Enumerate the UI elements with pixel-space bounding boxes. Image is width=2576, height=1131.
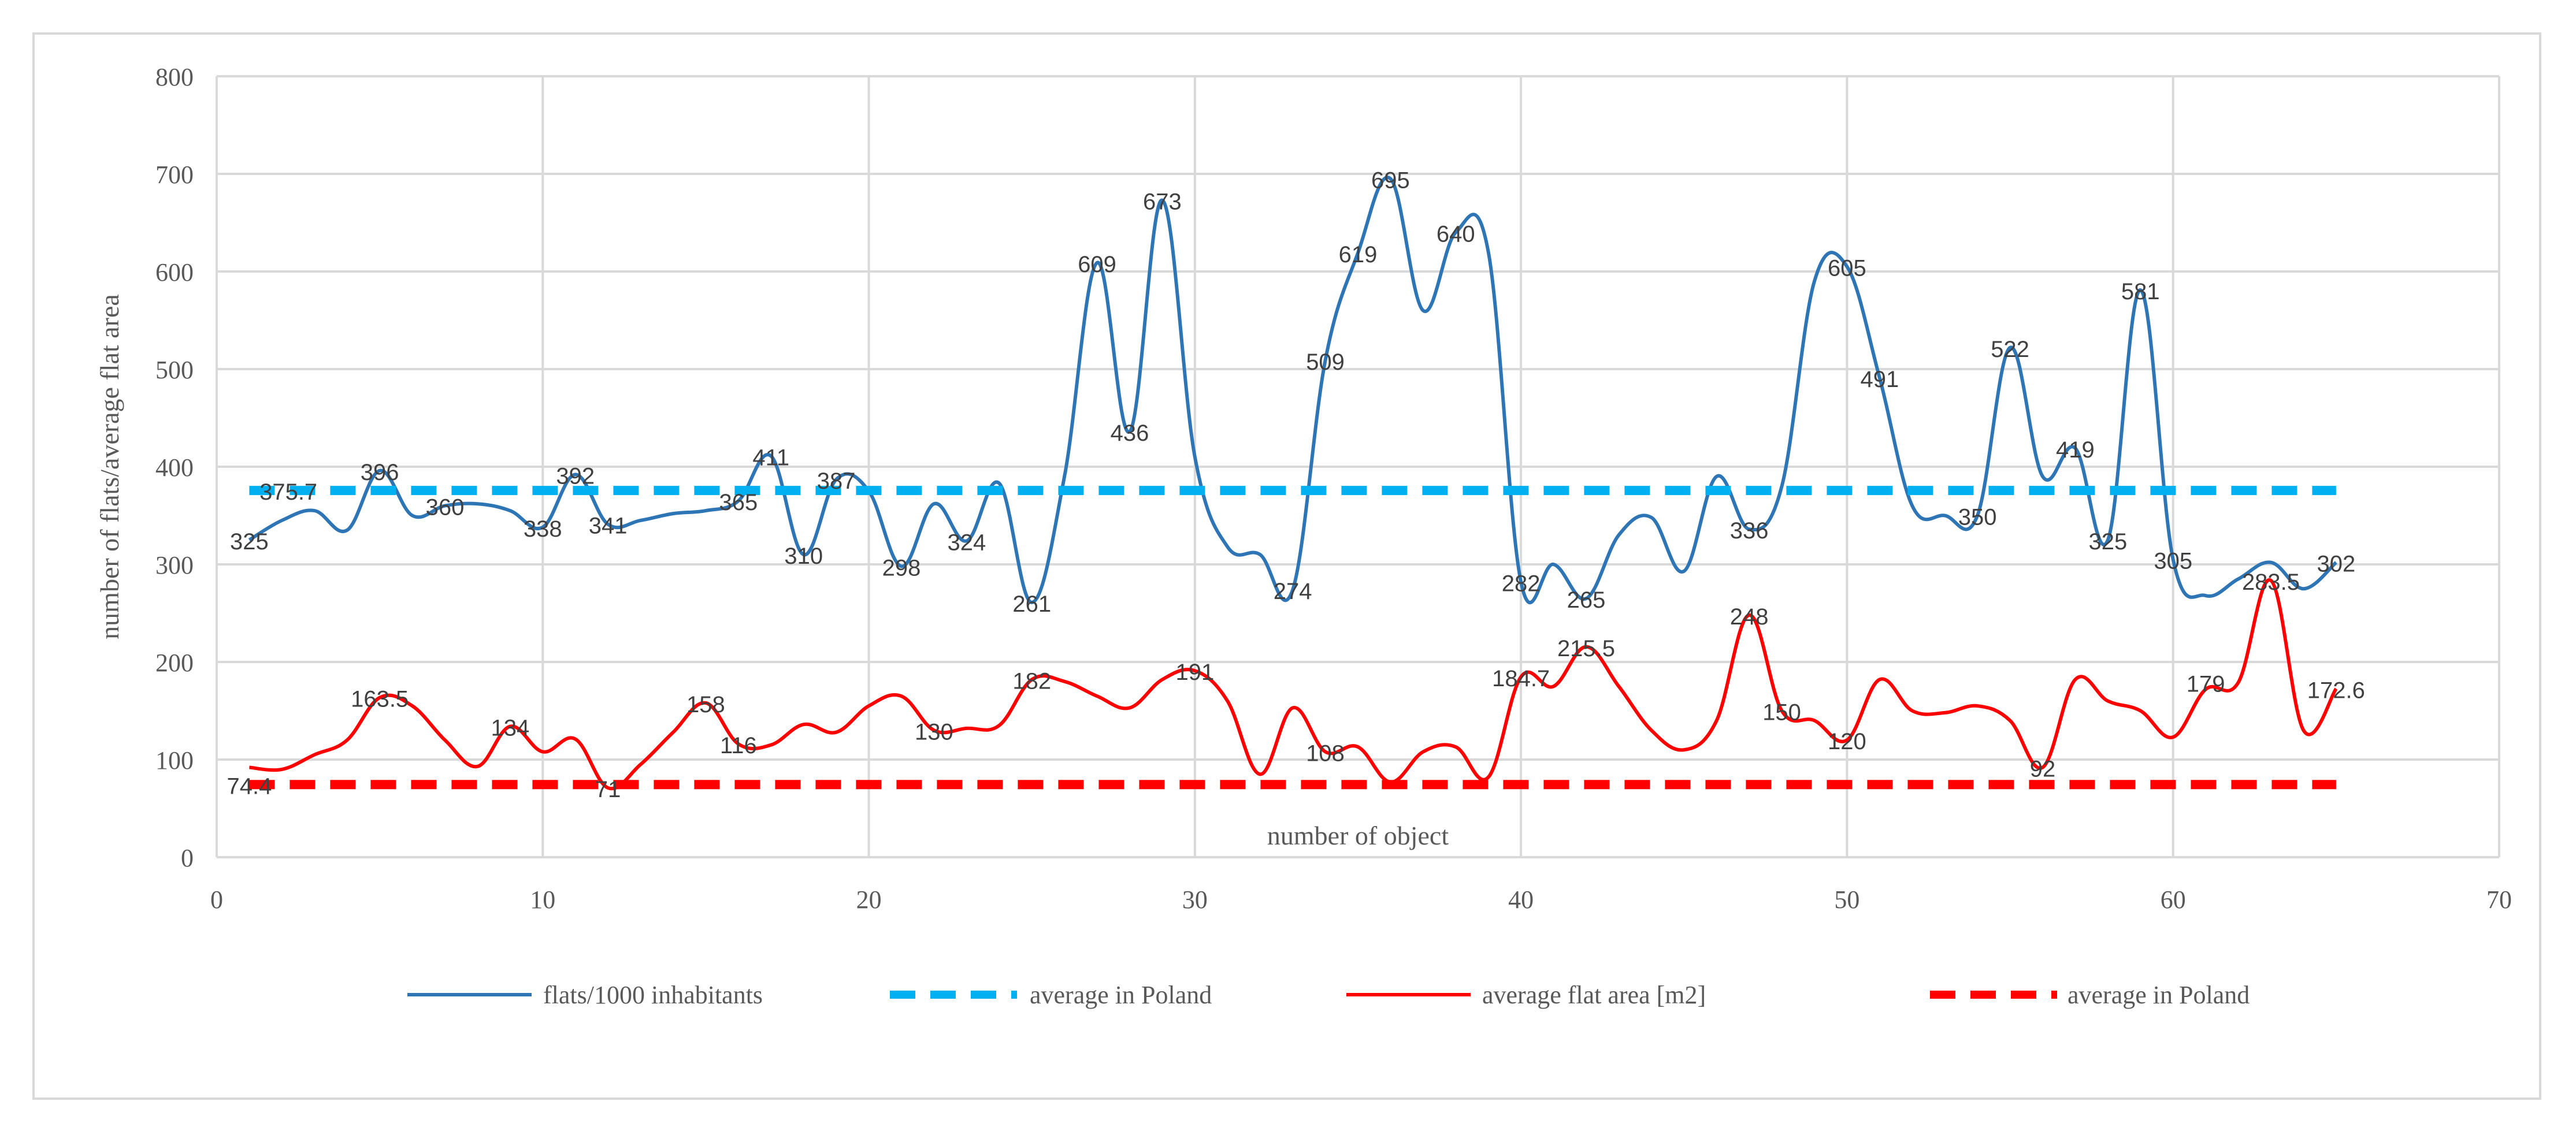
y-tick-label: 200: [155, 649, 194, 677]
data-label: 108: [1306, 741, 1345, 766]
data-label: 324: [947, 530, 986, 555]
data-label: 640: [1437, 221, 1475, 247]
data-label: 261: [1012, 591, 1051, 617]
data-label: 605: [1828, 256, 1866, 281]
data-label: 74.4: [227, 773, 272, 799]
x-axis-title: number of object: [1267, 821, 1449, 850]
data-label: 283.5: [2242, 570, 2300, 595]
label-layer: 375.7 325 396 360 338 392 341 365 411 310 387 298 32…: [227, 168, 2365, 802]
data-label: 338: [524, 516, 562, 542]
y-tick-label: 400: [155, 453, 194, 482]
data-label: 365: [719, 490, 758, 515]
data-label: 71: [595, 777, 621, 802]
data-label: 163.5: [351, 687, 409, 712]
y-axis-title: number of flats/average flat area: [95, 294, 124, 639]
data-label: 509: [1306, 349, 1345, 375]
y-tick-label: 800: [155, 63, 194, 91]
data-label: 392: [556, 464, 595, 489]
data-label: 387: [817, 468, 856, 494]
data-label: 302: [2317, 552, 2355, 577]
data-label: 184.7: [1492, 666, 1550, 691]
x-tick-label: 30: [1182, 886, 1208, 914]
x-tick-label: 0: [210, 886, 223, 914]
x-tick-label: 40: [1508, 886, 1534, 914]
series-layer: [248, 176, 2338, 791]
data-label: 298: [882, 555, 921, 581]
axis-layer: 0 100 200 300 400 500 600 700 800 0 10 20 30 40 50 60 70: [155, 63, 2512, 914]
data-label: 360: [426, 495, 465, 520]
data-label: 310: [784, 544, 823, 569]
data-label: 396: [361, 460, 399, 485]
legend-layer: flats/1000 inhabitants average in Poland a…: [407, 981, 2250, 1009]
grid-layer: [216, 75, 2500, 858]
y-tick-label: 700: [155, 161, 194, 189]
y-tick-label: 300: [155, 551, 194, 579]
data-label: 695: [1371, 168, 1410, 193]
data-label: 282: [1502, 571, 1541, 596]
x-tick-label: 20: [856, 886, 882, 914]
y-tick-label: 600: [155, 258, 194, 287]
data-label: 191: [1175, 660, 1214, 685]
data-label: 134: [491, 716, 529, 741]
legend-label-series-average-poland-flats: average in Poland: [1030, 981, 1212, 1009]
data-label: 325: [230, 529, 269, 555]
legend-label-series-flats-per-1000: flats/1000 inhabitants: [543, 981, 763, 1009]
data-label: 172.6: [2307, 678, 2365, 703]
legend-label-series-average-flat-area: average flat area [m2]: [1482, 981, 1706, 1009]
y-tick-label: 500: [155, 356, 194, 384]
data-label: 158: [686, 692, 725, 717]
data-label: 411: [752, 445, 789, 470]
data-label: 436: [1111, 421, 1149, 446]
legend-label-series-average-poland-area: average in Poland: [2068, 981, 2250, 1009]
data-label: 150: [1762, 700, 1801, 726]
data-label: 609: [1078, 252, 1116, 277]
data-label: 341: [589, 514, 628, 539]
x-tick-label: 10: [530, 886, 555, 914]
y-tick-label: 0: [181, 844, 194, 872]
series-flats-per-1000-line: [248, 176, 2337, 605]
data-label: 305: [2154, 549, 2192, 574]
data-label: 419: [2056, 437, 2095, 463]
y-tick-label: 100: [155, 746, 194, 775]
x-tick-label: 50: [1834, 886, 1859, 914]
data-label: 265: [1567, 587, 1606, 613]
data-label: 673: [1143, 189, 1182, 215]
x-tick-label: 70: [2486, 886, 2512, 914]
data-label: 522: [1991, 337, 2029, 362]
data-label: 92: [2030, 757, 2056, 782]
data-label: 215.5: [1557, 636, 1615, 661]
series-average-flat-area-line: [249, 578, 2338, 791]
data-label: 130: [915, 719, 953, 745]
x-tick-label: 60: [2161, 886, 2186, 914]
data-label: 325: [2088, 529, 2127, 555]
data-label: 274: [1274, 579, 1312, 604]
data-label: 120: [1828, 729, 1866, 754]
data-label: 581: [2121, 279, 2160, 304]
chart-svg: 0 100 200 300 400 500 600 700 800 0 10 20 30 40 50 60 70…: [95, 63, 2512, 1009]
data-label: 375.7: [259, 479, 317, 505]
data-label: 179: [2187, 671, 2225, 697]
data-label: 619: [1339, 242, 1378, 267]
data-label: 182: [1012, 668, 1051, 694]
chart-frame: 0 100 200 300 400 500 600 700 800 0 10 20 30 40 50 60 70…: [32, 32, 2541, 1100]
data-label: 248: [1730, 604, 1769, 630]
data-label: 491: [1860, 367, 1899, 392]
data-label: 116: [720, 733, 757, 758]
data-label: 336: [1730, 518, 1769, 544]
data-label: 350: [1958, 505, 1997, 530]
